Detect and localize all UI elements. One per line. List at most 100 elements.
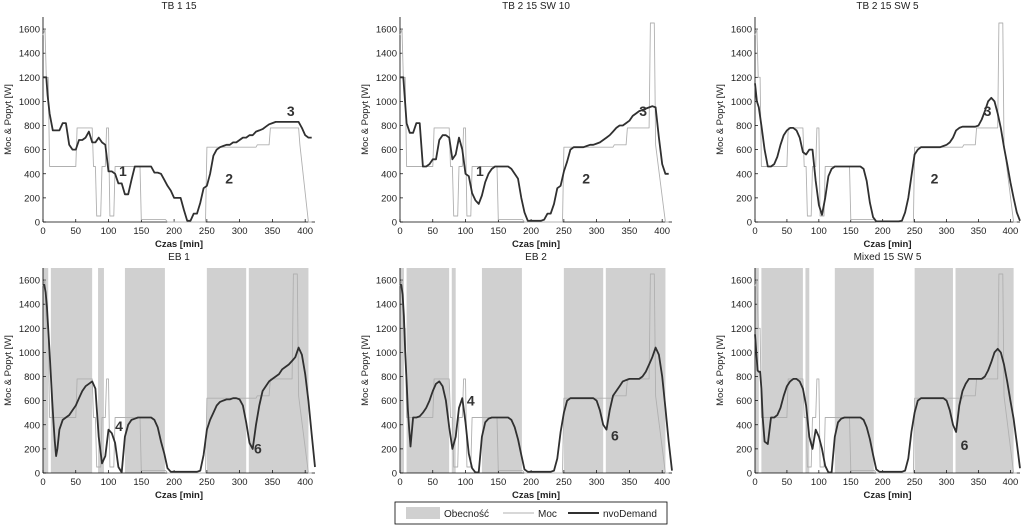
x-tick-label: 0 [397, 226, 402, 237]
annotation-label: 2 [225, 170, 233, 186]
y-tick-label: 800 [381, 372, 397, 383]
y-tick-label: 1600 [376, 25, 397, 36]
x-tick-label: 0 [397, 477, 402, 488]
y-tick-label: 200 [736, 444, 752, 455]
y-tick-label: 1400 [19, 300, 40, 311]
y-tick-label: 600 [24, 145, 40, 156]
x-tick-label: 0 [40, 477, 45, 488]
y-tick-label: 1600 [731, 25, 752, 36]
x-tick-label: 250 [199, 477, 215, 488]
y-tick-label: 200 [381, 193, 397, 204]
presence-band [406, 268, 450, 473]
y-tick-label: 600 [24, 396, 40, 407]
y-tick-label: 1200 [19, 73, 40, 84]
y-tick-label: 0 [392, 469, 397, 480]
chart-panel-3: 0 200 400 600 800 1000 1200 1400 1600 0 50 100 150 20… [715, 1, 1021, 250]
series-line-nvoDemand [400, 76, 669, 222]
x-tick-label: 200 [875, 226, 891, 237]
x-tick-label: 150 [133, 477, 149, 488]
x-tick-label: 100 [811, 226, 827, 237]
chart-title: Mixed 15 SW 5 [854, 252, 922, 263]
y-tick-label: 400 [736, 169, 752, 180]
x-axis-label: Czas [min] [863, 490, 911, 501]
presence-band [805, 268, 810, 473]
x-tick-label: 0 [752, 226, 757, 237]
x-tick-label: 250 [907, 226, 923, 237]
y-tick-label: 0 [35, 469, 40, 480]
y-tick-label: 1000 [19, 97, 40, 108]
series-line-moc [754, 22, 1017, 223]
y-tick-label: 0 [35, 218, 40, 229]
x-tick-label: 50 [782, 226, 793, 237]
y-tick-label: 800 [381, 121, 397, 132]
y-tick-label: 1600 [731, 276, 752, 287]
x-tick-label: 200 [166, 226, 182, 237]
x-tick-label: 400 [297, 226, 313, 237]
x-tick-label: 200 [523, 226, 539, 237]
x-axis-label: Czas [min] [512, 239, 560, 250]
chart-panel-6: 0 200 400 600 800 1000 1200 1400 1600 0 50 100 150 20… [715, 252, 1021, 501]
x-tick-label: 300 [232, 477, 248, 488]
y-tick-label: 800 [24, 372, 40, 383]
annotation-label: 3 [984, 103, 992, 119]
annotation-label: 6 [961, 437, 969, 453]
annotation-label: 1 [476, 163, 484, 179]
x-tick-label: 350 [621, 477, 637, 488]
y-tick-label: 400 [381, 420, 397, 431]
x-tick-label: 100 [811, 477, 827, 488]
x-tick-label: 150 [843, 477, 859, 488]
x-tick-label: 50 [70, 477, 81, 488]
x-tick-label: 400 [654, 226, 670, 237]
presence-band [50, 268, 93, 473]
chart-title: TB 1 15 [161, 1, 196, 12]
x-tick-label: 100 [458, 226, 474, 237]
presence-band [206, 268, 247, 473]
presence-band [451, 268, 456, 473]
y-tick-label: 1000 [731, 97, 752, 108]
annotation-label: 1 [119, 163, 127, 179]
y-tick-label: 0 [747, 469, 752, 480]
x-tick-label: 250 [556, 226, 572, 237]
y-tick-label: 200 [381, 444, 397, 455]
x-tick-label: 300 [232, 226, 248, 237]
series-line-moc [42, 28, 312, 223]
y-axis-label: Moc & Popyt [W] [360, 84, 371, 155]
y-tick-label: 200 [24, 193, 40, 204]
x-tick-label: 150 [843, 226, 859, 237]
presence-band [43, 268, 49, 473]
chart-title: EB 1 [168, 252, 190, 263]
y-tick-label: 200 [24, 444, 40, 455]
x-tick-label: 50 [782, 477, 793, 488]
y-axis-label: Moc & Popyt [W] [715, 84, 726, 155]
chart-panel-4: 0 200 400 600 800 1000 1200 1400 1600 0 50 100 150 20… [3, 252, 316, 501]
x-tick-label: 0 [40, 226, 45, 237]
chart-title: TB 2 15 SW 5 [856, 1, 919, 12]
y-tick-label: 200 [736, 193, 752, 204]
series-line-nvoDemand [400, 283, 673, 474]
x-tick-label: 200 [523, 477, 539, 488]
x-axis-label: Czas [min] [512, 490, 560, 501]
presence-band [124, 268, 165, 473]
y-tick-label: 1600 [19, 25, 40, 36]
annotation-label: 3 [639, 103, 647, 119]
x-tick-label: 250 [556, 477, 572, 488]
annotation-label: 2 [931, 170, 939, 186]
annotation-label: 4 [115, 418, 123, 434]
x-axis-label: Czas [min] [155, 239, 203, 250]
y-tick-label: 1000 [19, 348, 40, 359]
y-tick-label: 800 [24, 121, 40, 132]
annotation-label: 3 [287, 103, 295, 119]
legend-label-power: Moc [538, 509, 557, 520]
x-axis-label: Czas [min] [155, 490, 203, 501]
presence-band [914, 268, 953, 473]
x-tick-label: 350 [264, 477, 280, 488]
y-tick-label: 1400 [376, 49, 397, 60]
series-line-nvoDemand [754, 83, 1021, 223]
legend: Obecność Moc nvoDemand [394, 501, 668, 525]
y-tick-label: 400 [24, 169, 40, 180]
annotation-label: 2 [582, 170, 590, 186]
presence-band [400, 268, 404, 473]
y-tick-label: 600 [381, 145, 397, 156]
